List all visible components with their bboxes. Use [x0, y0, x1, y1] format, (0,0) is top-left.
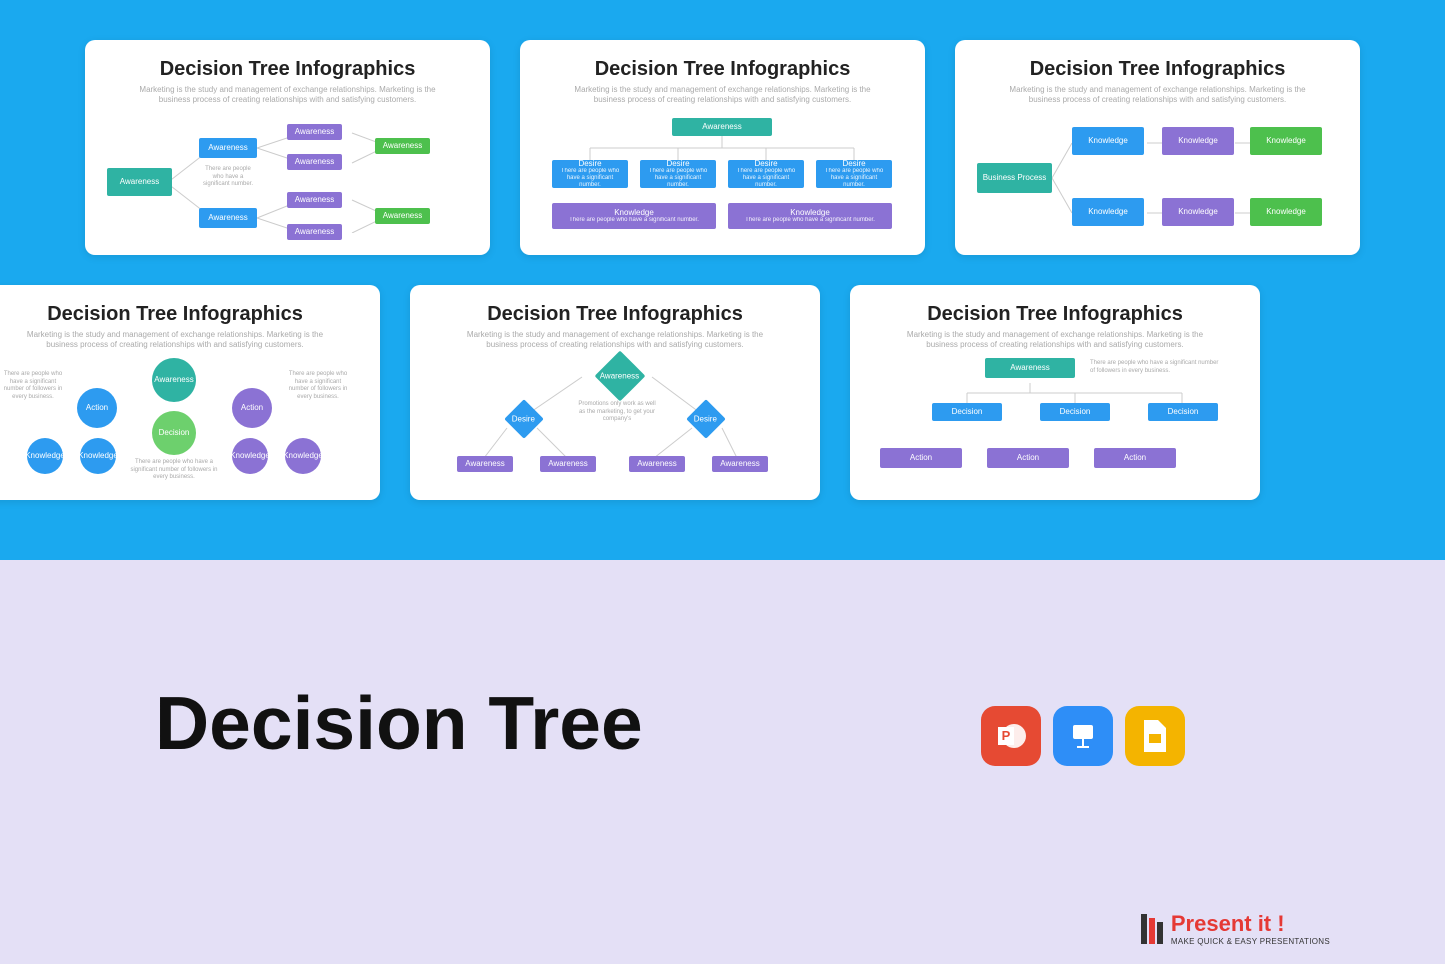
- node-desire: DesireThere are people who have a signif…: [552, 160, 628, 188]
- slide-subtitle: Marketing is the study and management of…: [872, 330, 1238, 351]
- note: Promotions only work as well as the mark…: [577, 401, 657, 424]
- bottom-section: Decision Tree P Present it ! MAKE QUICK …: [0, 560, 1445, 964]
- node-awareness: Awareness: [375, 208, 430, 224]
- node-knowledge: Knowledge: [1250, 198, 1322, 226]
- node-decision: Decision: [1148, 403, 1218, 421]
- slide-title: Decision Tree Infographics: [0, 303, 358, 326]
- node-desire: DesireThere are people who have a signif…: [728, 160, 804, 188]
- main-title: Decision Tree: [155, 680, 1445, 766]
- node-action: Action: [880, 448, 962, 468]
- node-decision: Decision: [932, 403, 1002, 421]
- note: There are people who have a significant …: [124, 459, 224, 482]
- node-desire: DesireThere are people who have a signif…: [816, 160, 892, 188]
- node-knowledge: Knowledge: [1072, 127, 1144, 155]
- node-knowledge: Knowledge: [285, 438, 321, 474]
- slide-6: Decision Tree Infographics Marketing is …: [850, 285, 1260, 500]
- slide-subtitle: Marketing is the study and management of…: [0, 330, 358, 351]
- node-knowledge: KnowledgeThere are people who have a sig…: [728, 203, 892, 229]
- node-desire: Desire: [504, 399, 544, 439]
- node-awareness: Awareness: [457, 456, 513, 472]
- node-knowledge: Knowledge: [232, 438, 268, 474]
- keynote-icon: [1053, 706, 1113, 766]
- slides-icon: [1125, 706, 1185, 766]
- node-awareness: Awareness: [287, 154, 342, 170]
- node-awareness: Awareness: [152, 358, 196, 402]
- node-decision: Decision: [1040, 403, 1110, 421]
- brand-logo: Present it ! MAKE QUICK & EASY PRESENTAT…: [1141, 911, 1330, 946]
- slide-title: Decision Tree Infographics: [107, 58, 468, 81]
- slide-1: Decision Tree Infographics Marketing is …: [85, 40, 490, 255]
- node-knowledge: Knowledge: [1072, 198, 1144, 226]
- svg-text:P: P: [1002, 728, 1011, 743]
- slide-title: Decision Tree Infographics: [432, 303, 798, 326]
- node-desire: DesireThere are people who have a signif…: [640, 160, 716, 188]
- note: There are people who have a significant …: [287, 371, 349, 402]
- powerpoint-icon: P: [981, 706, 1041, 766]
- slide-title: Decision Tree Infographics: [977, 58, 1338, 81]
- node-awareness: Awareness: [287, 124, 342, 140]
- node-action: Action: [1094, 448, 1176, 468]
- node-knowledge: Knowledge: [1162, 198, 1234, 226]
- node-knowledge: Knowledge: [27, 438, 63, 474]
- slide-subtitle: Marketing is the study and management of…: [107, 85, 468, 106]
- slide-5: Decision Tree Infographics Marketing is …: [410, 285, 820, 500]
- node-awareness: Awareness: [629, 456, 685, 472]
- note: There are people who have a significant …: [199, 166, 257, 189]
- slide-2: Decision Tree Infographics Marketing is …: [520, 40, 925, 255]
- node-awareness: Awareness: [199, 208, 257, 228]
- node-awareness: Awareness: [985, 358, 1075, 378]
- node-awareness: Awareness: [672, 118, 772, 136]
- node-business: Business Process: [977, 163, 1052, 193]
- node-awareness: Awareness: [287, 224, 342, 240]
- slide-title: Decision Tree Infographics: [872, 303, 1238, 326]
- node-awareness: Awareness: [712, 456, 768, 472]
- node-knowledge: Knowledge: [1162, 127, 1234, 155]
- node-awareness: Awareness: [595, 350, 646, 401]
- slide-subtitle: Marketing is the study and management of…: [432, 330, 798, 351]
- node-action: Action: [232, 388, 272, 428]
- node-desire: Desire: [686, 399, 726, 439]
- node-awareness: Awareness: [107, 168, 172, 196]
- node-action: Action: [987, 448, 1069, 468]
- node-knowledge: KnowledgeThere are people who have a sig…: [552, 203, 716, 229]
- node-awareness: Awareness: [540, 456, 596, 472]
- node-decision: Decision: [152, 411, 196, 455]
- slide-subtitle: Marketing is the study and management of…: [977, 85, 1338, 106]
- slide-title: Decision Tree Infographics: [542, 58, 903, 81]
- app-icons: P: [981, 706, 1185, 766]
- note: There are people who have a significant …: [1090, 360, 1220, 376]
- slide-subtitle: Marketing is the study and management of…: [542, 85, 903, 106]
- logo-subtitle: MAKE QUICK & EASY PRESENTATIONS: [1171, 937, 1330, 946]
- node-awareness: Awareness: [287, 192, 342, 208]
- slide-3: Decision Tree Infographics Marketing is …: [955, 40, 1360, 255]
- node-knowledge: Knowledge: [80, 438, 116, 474]
- node-knowledge: Knowledge: [1250, 127, 1322, 155]
- top-section: Decision Tree Infographics Marketing is …: [0, 0, 1445, 560]
- note: There are people who have a significant …: [2, 371, 64, 402]
- node-awareness: Awareness: [199, 138, 257, 158]
- node-action: Action: [77, 388, 117, 428]
- node-awareness: Awareness: [375, 138, 430, 154]
- logo-title: Present it !: [1171, 911, 1330, 937]
- logo-bars-icon: [1141, 914, 1163, 944]
- slide-4: Decision Tree Infographics Marketing is …: [0, 285, 380, 500]
